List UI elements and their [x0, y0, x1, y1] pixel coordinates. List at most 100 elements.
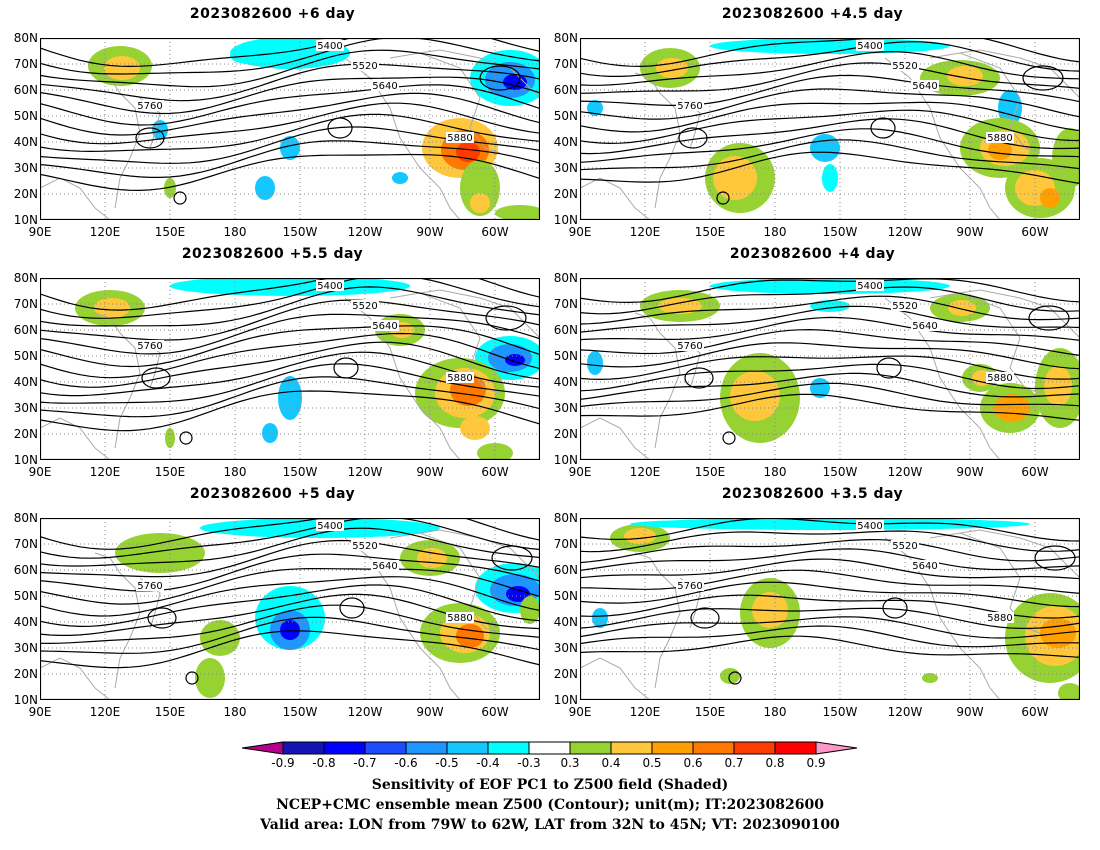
shaded-region [115, 533, 205, 573]
contour-label-bg [856, 280, 884, 291]
lat-tick-label: 50N [553, 589, 578, 603]
closed-contour [479, 65, 521, 91]
lon-tick-label: 90W [416, 465, 444, 479]
colorbar-swatch [487, 741, 530, 755]
lon-tick-label: 150E [694, 225, 726, 239]
shaded-region [998, 90, 1022, 126]
contour-line [40, 539, 540, 578]
lon-tick-label: 150W [822, 465, 858, 479]
colorbar-swatch [733, 741, 776, 755]
shaded-region [587, 351, 603, 375]
lon-tick-label: 180 [763, 225, 787, 239]
contour-line [40, 278, 540, 311]
shaded-region [392, 172, 408, 184]
contour-line [40, 102, 540, 145]
closed-contour [491, 545, 533, 571]
colorbar-swatch [364, 741, 407, 755]
panel-title: 2023082600 +6 day [189, 6, 356, 22]
contour-label: 5400 [857, 521, 882, 532]
colorbar-swatch [323, 741, 366, 755]
caption-line-1: Sensitivity of EOF PC1 to Z500 field (Sh… [371, 777, 729, 793]
closed-contour [147, 607, 177, 629]
lat-tick-label: 80N [553, 31, 578, 45]
lat-tick-label: 30N [553, 641, 578, 655]
contour-line [40, 363, 540, 404]
lon-tick-label: 60W [481, 465, 509, 479]
lat-tick-label: 10N [553, 453, 578, 467]
lat-tick-label: 60N [13, 563, 38, 577]
lon-tick-label: 90E [568, 465, 592, 479]
colorbar-swatch [528, 741, 571, 755]
coastline [40, 657, 111, 700]
lat-tick-label: 30N [13, 641, 38, 655]
contour-label-bg [371, 320, 399, 331]
map-panel-plus-5-day: 2023082600 +5 day 5400 5520 5640 5760 5880 80… [0, 486, 545, 726]
lon-tick-label: 90W [956, 225, 984, 239]
colorbar-tick-label: 0.3 [560, 756, 580, 770]
closed-contour [339, 597, 365, 619]
lat-tick-label: 50N [13, 589, 38, 603]
closed-contour [716, 191, 730, 205]
contour-line [580, 558, 1080, 580]
z500-contours [40, 278, 540, 445]
contour-label: 5880 [447, 373, 472, 384]
shaded-region [710, 278, 950, 294]
closed-contour [485, 305, 527, 331]
lat-tick-label: 60N [13, 323, 38, 337]
colorbar-tick-label: 0.4 [601, 756, 621, 770]
lat-tick-label: 40N [553, 615, 578, 629]
contour-label: 5520 [892, 301, 917, 312]
map-frame [40, 518, 540, 700]
lat-tick-label: 60N [553, 83, 578, 97]
contour-label-bg [891, 300, 919, 311]
shaded-region [713, 156, 757, 200]
contour-label-bg [676, 100, 704, 111]
shaded-region [164, 178, 176, 198]
colorbar-tick-label: 0.7 [724, 756, 744, 770]
contour-label: 5520 [892, 541, 917, 552]
map-canvas: 5400 5520 5640 5760 5880 [40, 38, 540, 220]
shaded-region [195, 658, 225, 698]
contour-label-bg [136, 340, 164, 351]
lat-tick-label: 30N [13, 161, 38, 175]
contour-line [40, 518, 540, 550]
contour-label-bg [316, 520, 344, 531]
contour-label: 5400 [317, 281, 342, 292]
lat-tick-label: 50N [13, 109, 38, 123]
shaded-region [810, 134, 840, 162]
lon-tick-label: 120W [347, 465, 383, 479]
lat-tick-label: 10N [553, 213, 578, 227]
contour-label: 5640 [372, 561, 397, 572]
lat-tick-label: 70N [13, 537, 38, 551]
contour-line [40, 390, 540, 432]
closed-contour [1028, 305, 1070, 331]
caption-line-3: Valid area: LON from 79W to 62W, LAT fro… [260, 817, 840, 833]
shaded-region [947, 66, 983, 86]
contour-label-bg [856, 40, 884, 51]
closed-contour [678, 127, 708, 149]
shaded-region [587, 100, 603, 116]
contour-line [40, 568, 540, 605]
colorbar-swatch [610, 741, 653, 755]
contour-label: 5520 [352, 61, 377, 72]
lon-tick-label: 150E [694, 465, 726, 479]
lat-tick-label: 70N [13, 57, 38, 71]
contour-line [580, 278, 1080, 304]
lon-tick-label: 90E [28, 705, 52, 719]
lon-tick-label: 120W [887, 465, 923, 479]
coastline [94, 552, 141, 689]
contour-line [580, 316, 1080, 341]
contour-label-bg [856, 520, 884, 531]
lon-tick-label: 150E [694, 705, 726, 719]
lat-tick-label: 20N [553, 187, 578, 201]
shaded-region [280, 620, 300, 640]
z500-contours [580, 278, 1080, 445]
lon-tick-label: 90W [956, 465, 984, 479]
lon-tick-label: 60W [481, 705, 509, 719]
map-frame [580, 278, 1080, 460]
contour-line [580, 530, 1080, 553]
contour-line [580, 101, 1080, 133]
contour-line [580, 581, 1080, 608]
contour-label-bg [136, 100, 164, 111]
contour-label: 5640 [912, 321, 937, 332]
